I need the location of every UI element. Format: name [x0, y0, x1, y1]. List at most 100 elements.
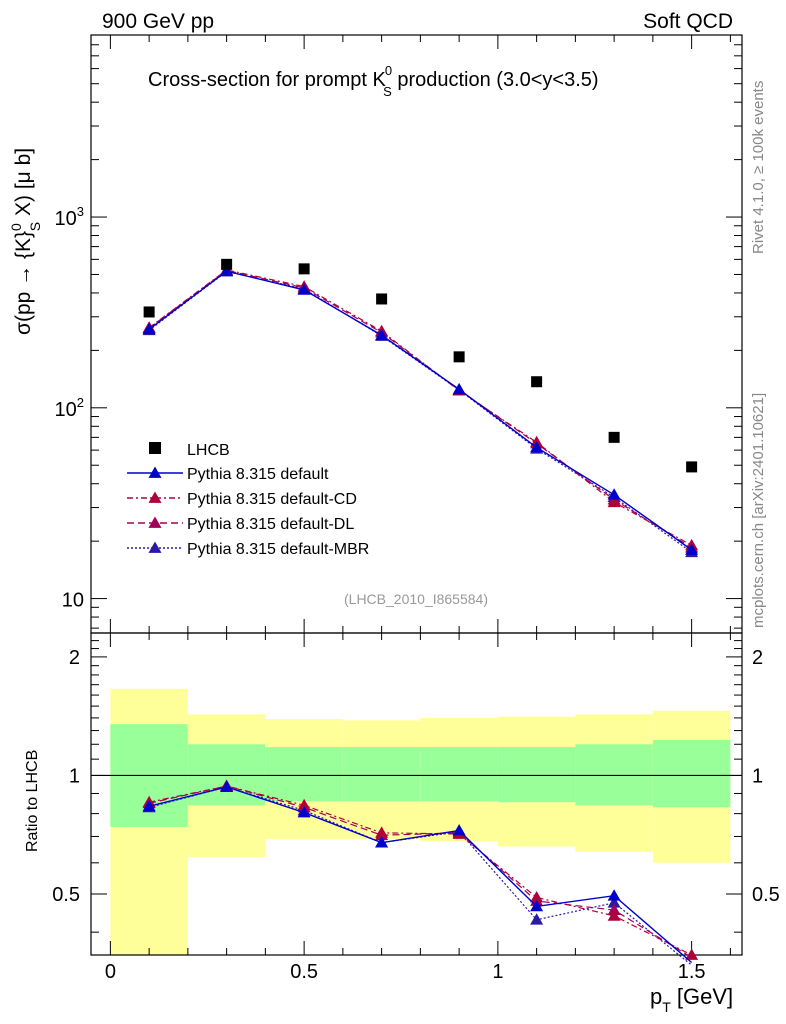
- series-line-dl: [148, 269, 692, 549]
- y-tick-label: 102: [55, 395, 84, 421]
- series-point-default: [297, 283, 311, 295]
- ratio-tick-label-right: 1: [752, 765, 763, 787]
- ratio-tick-label-left: 2: [69, 647, 80, 669]
- y-tick-base: 10: [55, 208, 77, 230]
- data-point: [531, 376, 543, 388]
- data-point: [221, 258, 233, 270]
- ratio-tick-label-left: 0.5: [52, 884, 80, 906]
- legend-item-data: LHCB: [149, 442, 230, 459]
- y-axis-label-pre: σ(pp → {K}: [12, 231, 35, 335]
- y-tick-base: 10: [55, 399, 77, 421]
- series-point-default: [452, 382, 466, 395]
- y-axis-label: σ(pp → {K}0 S X) [μ b]: [8, 148, 43, 335]
- ratio-point-cd: [685, 948, 699, 960]
- analysis-tag: (LHCB_2010_I865584): [344, 591, 488, 607]
- ratio-band-inner: [497, 747, 576, 803]
- legend-marker-default: [148, 466, 162, 478]
- ratio-point-default: [220, 780, 234, 792]
- x-tick-label: 1: [492, 961, 503, 983]
- ratio-frame: [90, 632, 743, 956]
- ratio-y-label: Ratio to LHCB: [24, 750, 41, 852]
- data-point: [608, 431, 620, 443]
- ratio-band-inner: [652, 740, 731, 808]
- legend-item-mbr: Pythia 8.315 default-MBR: [127, 541, 369, 558]
- x-tick-label: 0: [105, 961, 116, 983]
- data-point: [376, 293, 388, 305]
- ratio-point-cd: [607, 909, 621, 921]
- legend-label-default: Pythia 8.315 default: [187, 466, 329, 483]
- y-tick-base: 10: [62, 590, 84, 612]
- chart-title-tail: production (3.0<y<3.5): [392, 69, 599, 91]
- data-point: [686, 461, 698, 473]
- legend-label-dl: Pythia 8.315 default-DL: [187, 516, 354, 533]
- ratio-tick-label-right: 2: [752, 647, 763, 669]
- ratio-point-cd: [375, 826, 389, 838]
- ratio-point-default: [375, 836, 389, 848]
- ratio-point-default: [530, 899, 544, 912]
- legend-data-marker: [149, 442, 161, 454]
- legend-item-default: Pythia 8.315 default: [127, 466, 329, 483]
- x-axis-label: pT [GeV]: [650, 984, 733, 1015]
- y-axis-label-sub: S: [27, 222, 43, 231]
- series-point-default: [685, 543, 699, 555]
- series-point-cd: [607, 495, 621, 508]
- series-point-default: [142, 322, 156, 335]
- data-point: [143, 306, 155, 318]
- ratio-line-dl: [148, 785, 692, 958]
- y-tick-exponent: 2: [77, 395, 84, 410]
- chart-title-main: Cross-section for prompt K: [148, 69, 387, 91]
- ratio-point-default: [297, 806, 311, 818]
- ratio-bands: [91, 688, 742, 955]
- y-axis-label-sup: 0: [8, 223, 24, 231]
- series-point-default: [607, 488, 621, 500]
- ratio-band-inner: [575, 744, 653, 806]
- chart-title-sub: S: [383, 84, 392, 99]
- ratio-tick-label-right: 0.5: [752, 884, 780, 906]
- ratio-point-dl: [607, 903, 621, 916]
- ratio-point-cd: [297, 798, 311, 811]
- x-axis-label-sub: T: [662, 999, 671, 1015]
- ratio-band-inner: [265, 747, 343, 802]
- chart-title-sup: 0: [385, 63, 392, 78]
- legend: LHCB Pythia 8.315 default Pythia 8.315 def…: [127, 442, 369, 558]
- legend-marker-dl: [148, 516, 162, 528]
- legend-item-dl: Pythia 8.315 default-DL: [127, 516, 354, 533]
- ratio-point-cd: [530, 890, 544, 903]
- legend-marker-cd: [148, 491, 162, 503]
- ratio-point-mbr: [607, 896, 621, 908]
- chart-title: Cross-section for prompt K0 S production …: [148, 63, 599, 99]
- ratio-line-default: [148, 786, 693, 964]
- legend-label-cd: Pythia 8.315 default-CD: [187, 491, 357, 508]
- ratio-point-mbr: [530, 913, 544, 925]
- x-tick-label: 0.5: [290, 961, 318, 983]
- series-point-default: [220, 264, 234, 277]
- legend-marker-mbr: [148, 541, 162, 553]
- x-axis-label-main: p: [650, 984, 662, 1009]
- x-tick-label: 1.5: [678, 961, 706, 983]
- y-axis-label-post: X) [μ b]: [12, 148, 35, 222]
- series-point-default: [530, 440, 544, 453]
- series-point-default: [375, 328, 389, 341]
- legend-label-mbr: Pythia 8.315 default-MBR: [187, 541, 369, 558]
- ratio-line-cd: [149, 785, 692, 956]
- ratio-band-inner: [420, 747, 498, 802]
- ratio-point-default: [452, 823, 466, 836]
- ratio-point-default: [142, 799, 156, 812]
- series-line-default: [148, 270, 693, 551]
- series-line-cd: [148, 269, 692, 546]
- y-tick-exponent: 3: [77, 204, 84, 219]
- ratio-tick-label-left: 1: [69, 765, 80, 787]
- series-line-mbr: [148, 270, 692, 553]
- data-point: [453, 351, 465, 363]
- process-label: Soft QCD: [643, 10, 733, 33]
- site-label: mcplots.cern.ch [arXiv:2401.10621]: [750, 393, 767, 628]
- legend-item-cd: Pythia 8.315 default-CD: [127, 491, 357, 508]
- legend-data-label: LHCB: [187, 442, 230, 459]
- ratio-band-inner: [342, 747, 421, 802]
- series-layer: [142, 258, 699, 966]
- data-point: [298, 263, 310, 275]
- y-tick-label: 103: [55, 204, 84, 230]
- rivet-label: Rivet 4.1.0, ≥ 100k events: [750, 81, 767, 254]
